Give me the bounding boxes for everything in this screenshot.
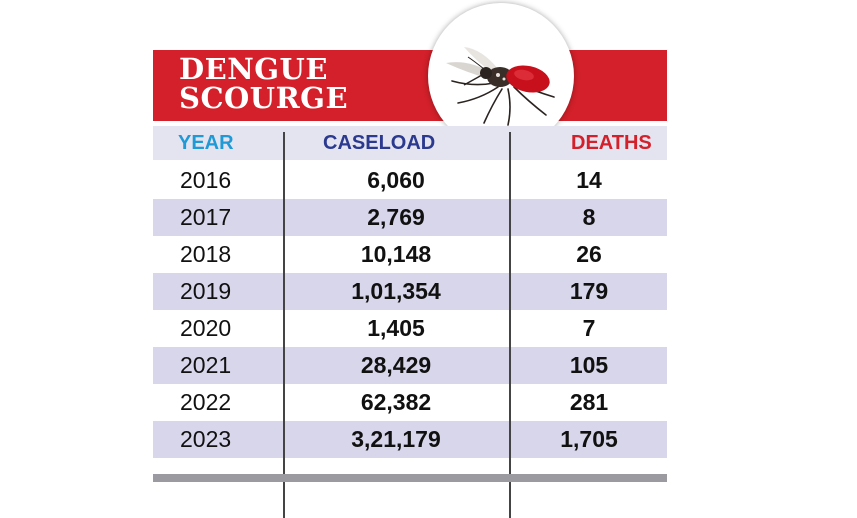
- table-title: DENGUE SCOURGE: [179, 55, 348, 113]
- cell-year: 2017: [180, 204, 232, 230]
- table-row: 2018 10,148 26: [153, 236, 667, 273]
- cell-year: 2023: [180, 426, 232, 452]
- cell-caseload: 28,429: [360, 352, 432, 378]
- dengue-table-card: DENGUE SCOURGE: [153, 3, 667, 518]
- cell-deaths: 14: [576, 167, 602, 193]
- title-banner: DENGUE SCOURGE: [153, 50, 667, 121]
- header-caseload: CASELOAD: [323, 132, 436, 154]
- table-row: 2019 1,01,354 179: [153, 273, 667, 310]
- cell-deaths: 281: [569, 389, 609, 415]
- table-body: 2016 6,060 14 2017 2,769 8 2018 10,148 2…: [153, 162, 667, 458]
- cell-year: 2016: [180, 167, 232, 193]
- cell-year: 2022: [180, 389, 232, 415]
- table-row: 2021 28,429 105: [153, 347, 667, 384]
- table-row: 2020 1,405 7: [153, 310, 667, 347]
- table-row: 2017 2,769 8: [153, 199, 667, 236]
- cell-year: 2020: [180, 315, 232, 341]
- table-header-row: YEAR CASELOAD DEATHS: [153, 126, 667, 160]
- cell-deaths: 26: [576, 241, 602, 267]
- header-year: YEAR: [178, 132, 234, 154]
- column-divider: [283, 132, 285, 518]
- cell-deaths: 105: [569, 352, 609, 378]
- cell-caseload: 6,060: [367, 167, 425, 193]
- table-row: 2022 62,382 281: [153, 384, 667, 421]
- cell-year: 2021: [180, 352, 232, 378]
- cell-deaths: 179: [569, 278, 609, 304]
- mosquito-icon: [428, 3, 574, 149]
- cell-year: 2018: [180, 241, 232, 267]
- cell-caseload: 62,382: [360, 389, 432, 415]
- header-deaths: DEATHS: [571, 132, 652, 154]
- table-row: 2023 3,21,179 1,705: [153, 421, 667, 458]
- bottom-bar: [153, 474, 667, 482]
- cell-caseload: 3,21,179: [351, 426, 441, 452]
- cell-caseload: 10,148: [360, 241, 432, 267]
- cell-deaths: 1,705: [560, 426, 618, 452]
- title-line-1: DENGUE: [179, 52, 328, 86]
- table-row: 2016 6,060 14: [153, 162, 667, 199]
- cell-deaths: 8: [582, 204, 596, 230]
- cell-deaths: 7: [582, 315, 596, 341]
- cell-caseload: 1,01,354: [351, 278, 441, 304]
- cell-caseload: 1,405: [367, 315, 425, 341]
- title-line-2: SCOURGE: [179, 81, 349, 115]
- cell-caseload: 2,769: [367, 204, 425, 230]
- column-divider: [509, 132, 511, 518]
- cell-year: 2019: [180, 278, 232, 304]
